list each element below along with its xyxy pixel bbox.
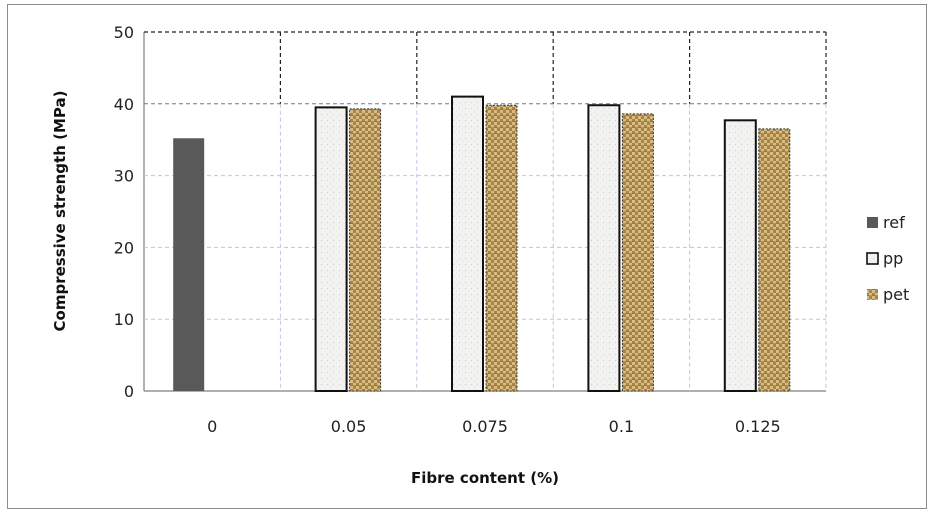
y-tick-label-3: 30 — [114, 167, 134, 186]
legend-swatch-pet — [867, 289, 878, 300]
chart-frame: 0 10 20 30 40 50 0 0.05 0.075 0.1 0.125 Compressi… — [7, 4, 927, 509]
bar-pet-0.05 — [349, 108, 382, 392]
bar-pp-0.075 — [451, 95, 484, 393]
bar-pp-0.1 — [587, 104, 621, 393]
legend-swatch-pp — [866, 252, 879, 265]
bar-pp-0.05 — [314, 106, 348, 392]
x-tick-labels: 0 0.05 0.075 0.1 0.125 — [207, 417, 781, 436]
y-tick-labels: 0 10 20 30 40 50 — [114, 23, 134, 401]
bar-pet-0.1 — [621, 113, 654, 392]
y-tick-label-2: 20 — [114, 238, 134, 257]
legend-label-pet: pet — [883, 285, 909, 304]
x-tick-label-1: 0.05 — [331, 417, 367, 436]
gridlines — [144, 31, 827, 391]
y-tick-label-0: 0 — [124, 382, 134, 401]
compressive-strength-chart: 0 10 20 30 40 50 0 0.05 0.075 0.1 0.125 Compressi… — [51, 23, 909, 487]
legend-swatch-ref — [867, 217, 878, 228]
y-tick-label-5: 50 — [114, 23, 134, 42]
x-tick-label-0: 0 — [207, 417, 217, 436]
y-tick-label-1: 10 — [114, 310, 134, 329]
x-tick-label-3: 0.1 — [609, 417, 634, 436]
bar-pp-0.125 — [723, 119, 757, 393]
x-axis-title: Fibre content (%) — [411, 469, 559, 487]
legend-label-ref: ref — [883, 213, 905, 232]
bars — [173, 95, 791, 393]
y-axis-title: Compressive strength (MPa) — [51, 91, 69, 332]
bar-ref-0 — [173, 138, 205, 391]
bar-pet-0.075 — [485, 104, 518, 392]
legend-label-pp: pp — [883, 249, 903, 268]
x-tick-label-4: 0.125 — [735, 417, 781, 436]
bar-pet-0.125 — [758, 128, 791, 392]
x-tick-label-2: 0.075 — [462, 417, 508, 436]
legend: ref pp pet — [866, 213, 909, 304]
y-tick-label-4: 40 — [114, 95, 134, 114]
